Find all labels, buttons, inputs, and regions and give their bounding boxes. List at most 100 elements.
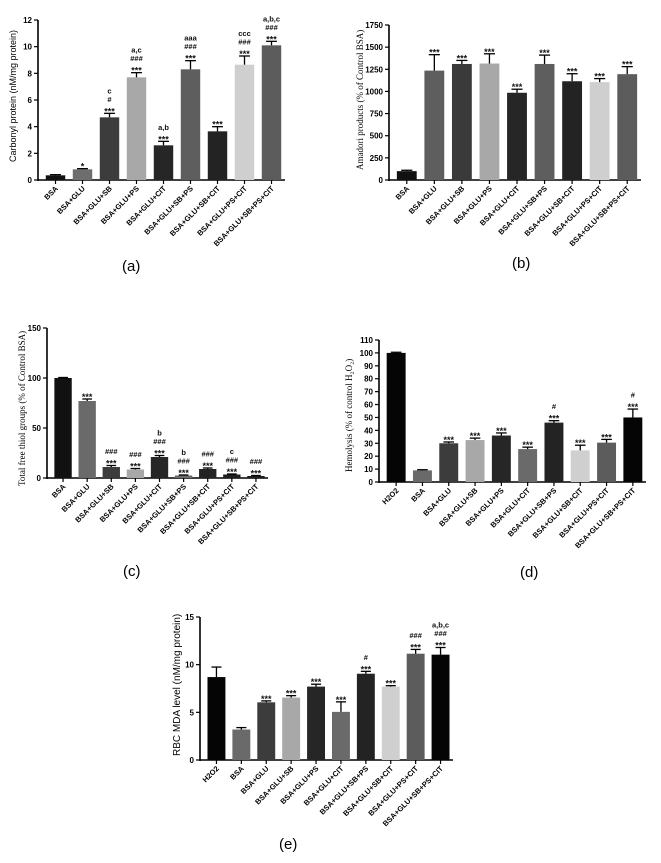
significance-label: *** <box>286 689 297 699</box>
bar <box>518 449 538 482</box>
significance-label: *** <box>457 53 468 63</box>
bar <box>78 401 96 478</box>
y-tick-label: 10 <box>185 661 194 670</box>
significance-label: ### <box>238 38 251 47</box>
chart-panel-a: 0 2 4 6 8 10 12 BSA BSA+GLU * BSA+GLU+SB *** # c BSA+G… <box>0 0 330 300</box>
y-tick-label: 12 <box>23 16 32 25</box>
significance-label: *** <box>106 459 117 469</box>
significance-label: ### <box>105 447 118 456</box>
y-tick-label: 110 <box>360 336 373 345</box>
significance-label: aaa <box>184 34 197 43</box>
significance-label: *** <box>567 67 578 77</box>
bar <box>386 352 406 482</box>
y-tick-label: 50 <box>32 424 41 433</box>
bar <box>406 653 425 760</box>
significance-label: *** <box>82 392 93 402</box>
significance-label: *** <box>594 72 605 82</box>
bar <box>451 63 472 180</box>
panel-label-d: (d) <box>520 564 539 581</box>
significance-label: *** <box>202 461 213 471</box>
significance-label: # <box>364 653 369 662</box>
y-tick-label: 8 <box>28 69 33 78</box>
significance-label: a,b,c <box>432 621 449 630</box>
bar <box>45 175 66 180</box>
bar <box>282 697 301 760</box>
significance-label: *** <box>239 49 250 59</box>
y-tick-label: 20 <box>364 452 373 461</box>
y-tick-label: 0 <box>379 176 384 185</box>
significance-label: *** <box>628 402 639 412</box>
y-tick-label: 750 <box>370 110 384 119</box>
significance-label: c <box>230 447 234 456</box>
y-tick-label: 1250 <box>365 65 383 74</box>
significance-label: *** <box>575 438 586 448</box>
significance-label: *** <box>496 426 507 436</box>
y-tick-label: 6 <box>28 96 33 105</box>
panel-label-c: (c) <box>123 563 141 580</box>
panel-label-a: (a) <box>122 258 141 275</box>
bar <box>234 64 255 180</box>
bar <box>180 69 201 180</box>
significance-label: *** <box>410 642 421 652</box>
bar <box>153 145 174 180</box>
y-tick-label: 60 <box>364 401 373 410</box>
y-tick-label: 70 <box>364 388 373 397</box>
y-tick-label: 0 <box>190 756 195 765</box>
bar-chart-b: 02505007501000125015001750BSABSA+GLU***B… <box>365 21 641 248</box>
significance-label: ### <box>130 54 143 63</box>
significance-label: *** <box>622 60 633 70</box>
significance-label: c <box>107 86 111 95</box>
bar <box>174 475 193 478</box>
significance-label: *** <box>227 467 238 477</box>
significance-label: *** <box>435 641 446 651</box>
y-tick-label: 10 <box>364 465 373 474</box>
y-tick-label: 0 <box>28 176 33 185</box>
bar <box>54 378 72 478</box>
y-tick-label: 90 <box>364 362 373 371</box>
significance-label: *** <box>601 432 612 442</box>
bar <box>257 702 276 760</box>
significance-label: ### <box>184 42 197 51</box>
significance-label: ### <box>201 450 214 459</box>
significance-label: ### <box>409 631 422 640</box>
bar <box>491 435 511 482</box>
significance-label: *** <box>484 47 495 57</box>
bar <box>623 417 643 482</box>
bar-chart-a: 024681012BSABSA+GLU*BSA+GLU+SB***#cBSA+G… <box>23 14 285 248</box>
significance-label: a,b,c <box>263 14 280 23</box>
significance-label: *** <box>104 106 115 116</box>
significance-label: # <box>552 402 557 411</box>
chart-panel-d: 0 10 20 30 40 50 60 70 80 90 100 110 H2O2 BSA BSA+GLU *… <box>344 336 646 581</box>
bar <box>589 82 610 180</box>
significance-label: # <box>631 391 636 400</box>
significance-label: ### <box>153 437 166 446</box>
bar <box>199 469 217 478</box>
significance-label: *** <box>336 695 347 705</box>
y-tick-label: 1000 <box>365 87 383 96</box>
bar <box>356 673 375 760</box>
y-axis-label-e: RBC MDA level (nM/mg protein) <box>172 613 183 756</box>
bar <box>232 729 251 760</box>
y-tick-label: 1750 <box>365 21 383 30</box>
bar <box>102 467 120 478</box>
y-tick-label: 30 <box>364 439 373 448</box>
y-tick-label: 4 <box>28 123 33 132</box>
significance-label: *** <box>522 440 533 450</box>
y-tick-label: 15 <box>185 613 194 622</box>
significance-label: * <box>81 162 85 172</box>
significance-label: *** <box>185 54 196 64</box>
x-tick-label: BSA <box>228 764 246 782</box>
panel-label-b: (b) <box>512 255 531 272</box>
significance-label: *** <box>261 694 272 704</box>
significance-label: *** <box>158 134 169 144</box>
significance-label: *** <box>251 469 262 479</box>
bar <box>431 654 450 760</box>
y-tick-label: 5 <box>190 708 195 717</box>
chart-panel-c: 0 50 100 150 BSA BSA+GLU *** BSA+GLU+SB *** ### BS… <box>0 0 330 600</box>
bar <box>247 476 265 478</box>
significance-label: *** <box>311 677 322 687</box>
y-tick-label: 250 <box>370 154 384 163</box>
y-tick-label: 2 <box>28 149 33 158</box>
y-tick-label: 1500 <box>365 43 383 52</box>
bar <box>331 711 350 760</box>
